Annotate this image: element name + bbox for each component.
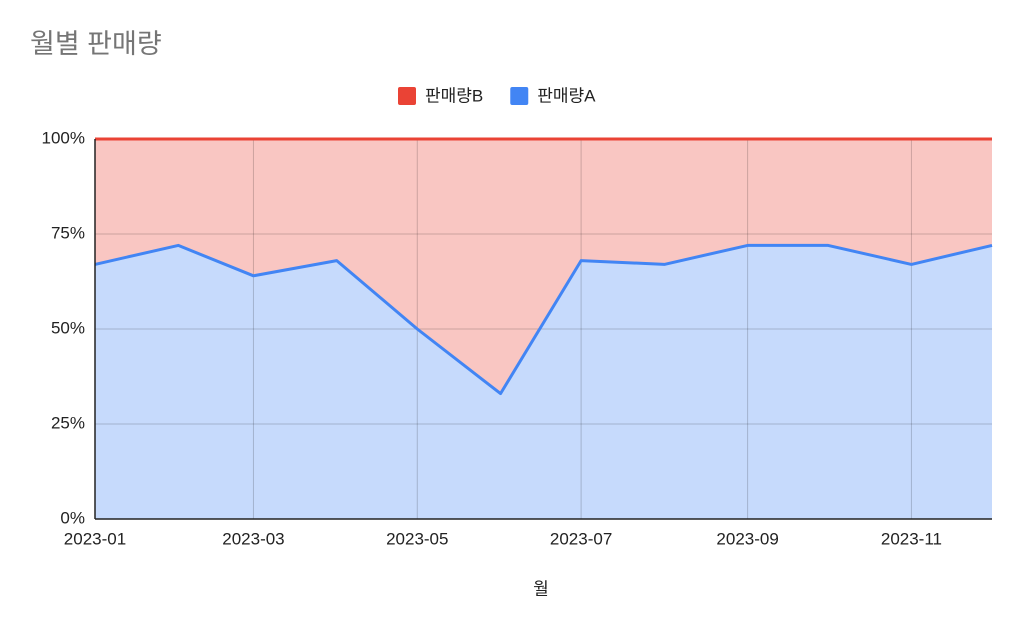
x-tick-label: 2023-05 bbox=[386, 529, 448, 548]
area bbox=[95, 139, 992, 394]
x-tick-label: 2023-09 bbox=[716, 529, 778, 548]
legend-swatch bbox=[398, 87, 416, 105]
x-tick-label: 2023-01 bbox=[64, 529, 126, 548]
y-tick-label: 0% bbox=[60, 508, 85, 527]
x-tick-label: 2023-03 bbox=[222, 529, 284, 548]
x-tick-label: 2023-11 bbox=[881, 529, 942, 548]
legend-swatch bbox=[510, 87, 529, 105]
chart-title: 월별 판매량 bbox=[30, 29, 162, 59]
legend-label: 판매량B bbox=[425, 86, 483, 105]
x-axis-title: 월 bbox=[533, 579, 549, 598]
y-tick-label: 100% bbox=[42, 128, 85, 147]
y-tick-label: 50% bbox=[51, 318, 85, 337]
y-tick-label: 75% bbox=[51, 223, 85, 242]
area bbox=[95, 245, 992, 519]
x-tick-label: 2023-07 bbox=[550, 529, 612, 548]
series-line bbox=[94, 243, 993, 396]
legend-label: 판매량A bbox=[537, 86, 596, 105]
y-tick-label: 25% bbox=[51, 413, 85, 432]
